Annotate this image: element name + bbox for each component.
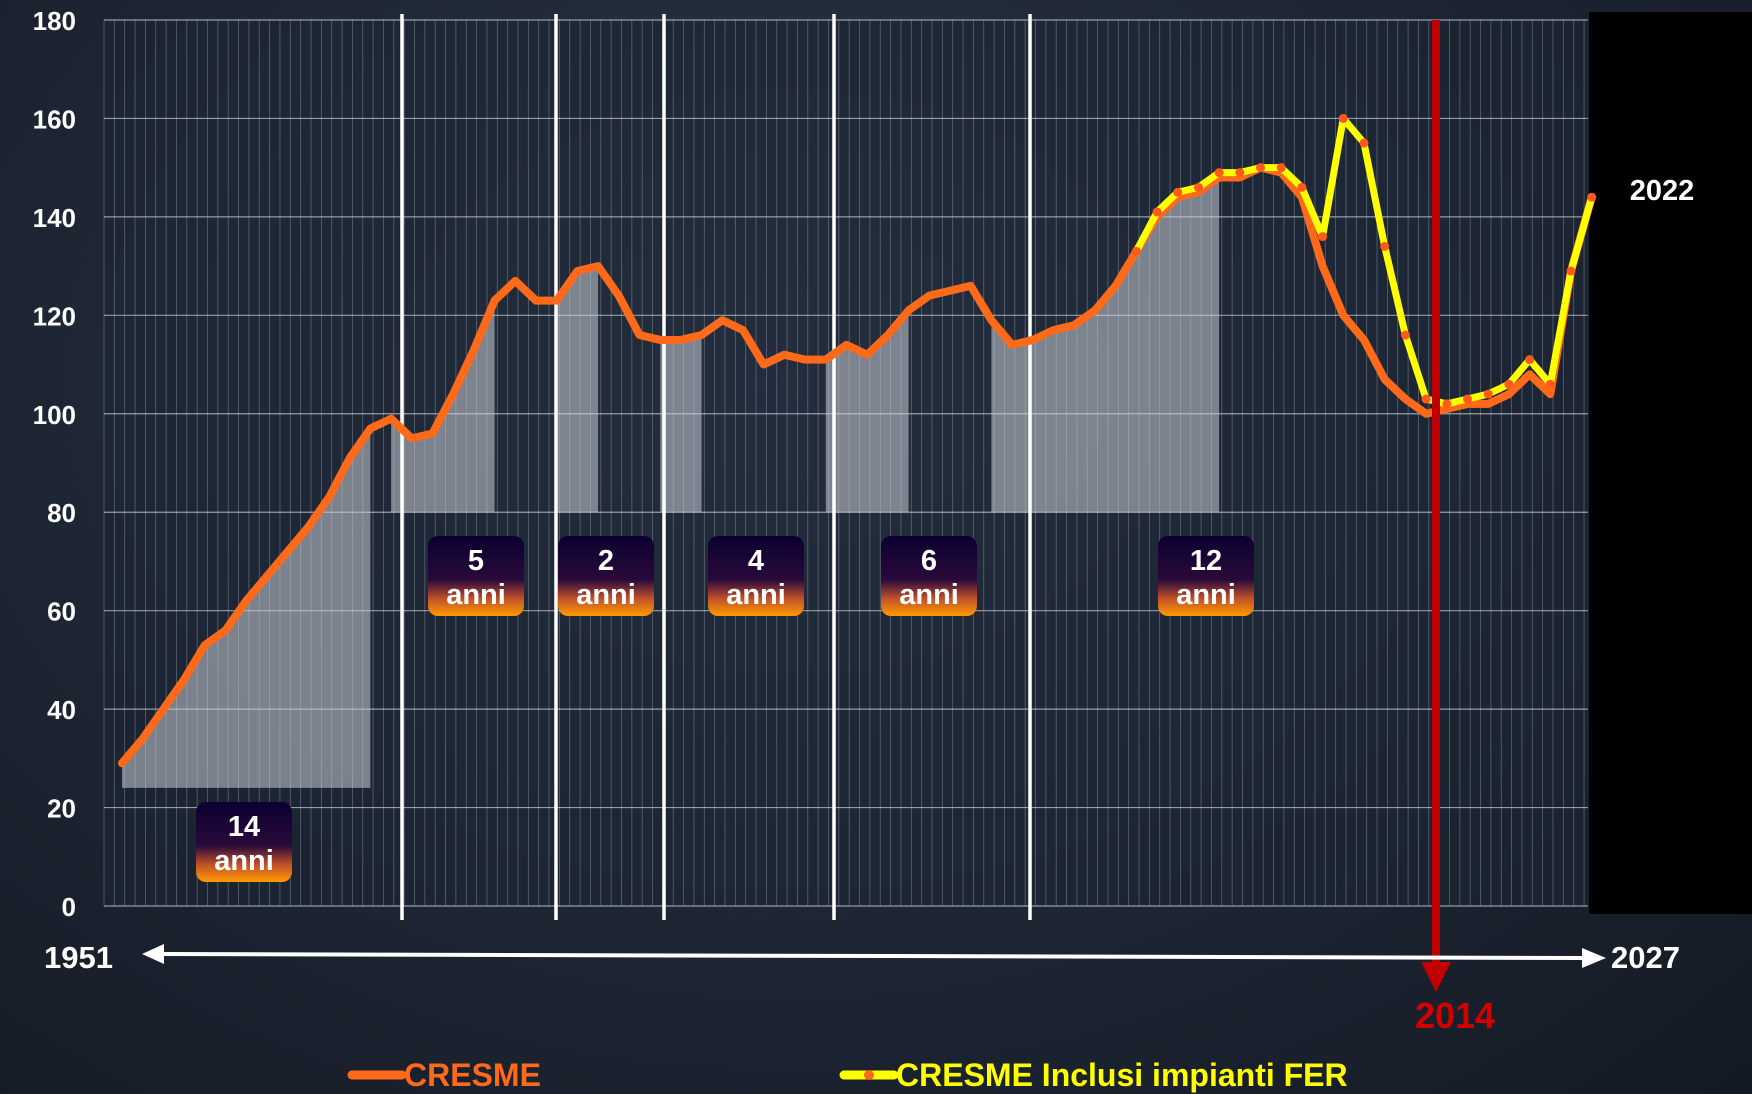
right-panel [1589,12,1752,914]
period-area [660,335,702,513]
legend-item-cresme: CRESME [347,1057,541,1093]
series-point-fer [1525,355,1535,365]
period-badge-unit: anni [214,845,274,877]
period-badge-number: 12 [1190,545,1222,577]
series-point-fer [1566,266,1576,276]
label-2022: 2022 [1630,175,1695,207]
marker-2014: 2014 [1415,20,1495,1036]
y-axis-ticks: 0 20 40 60 80 100 120 140 160 180 [33,6,76,922]
period-badge-box [881,536,977,616]
time-axis-arrow: 1951 2027 [44,940,1680,975]
series-point-fer [1545,379,1555,389]
period-badge-box [708,536,804,616]
series-point-fer [1256,163,1265,173]
period-area [122,428,371,788]
y-tick-label: 0 [62,892,76,922]
period-badge-box [196,802,292,882]
period-badge-unit: anni [576,579,636,611]
series-point-fer [1173,187,1183,197]
y-tick-label: 160 [33,104,76,134]
series-point-fer [1463,394,1472,404]
period-badge-number: 14 [228,811,260,843]
period-badge-box [428,536,524,616]
series-point-fer [1587,192,1597,202]
period-badge-unit: anni [899,579,959,611]
legend-label-fer: CRESME Inclusi impianti FER [896,1057,1348,1093]
series-point-fer [1131,246,1141,256]
y-tick-label: 120 [33,301,76,331]
period-badge-unit: anni [446,579,506,611]
period-dividers [400,14,1032,920]
y-tick-label: 20 [47,794,76,824]
period-badge-box [558,536,654,616]
y-tick-label: 80 [47,498,76,528]
series-point-fer [1338,113,1348,123]
period-areas [122,177,1220,788]
series-line-cresme [118,163,1596,768]
period-badge-unit: anni [1176,579,1236,611]
period-badge-number: 4 [748,545,764,577]
legend: CRESME CRESME Inclusi impianti FER [347,1057,1348,1093]
x-start-label: 1951 [44,940,113,975]
series-point-fer [1442,399,1452,409]
series-point-fer [1276,163,1286,173]
y-tick-label: 60 [47,597,76,627]
marker-2014-label: 2014 [1415,995,1495,1036]
period-badge-number: 6 [921,545,937,577]
series-lines [118,113,1597,768]
legend-item-fer: CRESME Inclusi impianti FER [839,1057,1348,1093]
series-point-fer [1297,182,1307,192]
series-point-fer [1214,168,1224,178]
period-badge-number: 2 [598,545,614,577]
series-point-fer [1483,389,1493,399]
series-point-fer [1152,207,1162,217]
y-tick-label: 40 [47,695,76,725]
series-point-fer [1380,241,1390,251]
period-badge-number: 5 [468,545,484,577]
period-area [991,177,1220,513]
y-tick-label: 140 [33,203,76,233]
y-tick-label: 180 [33,6,76,36]
period-area [391,300,495,513]
series-point-fer [1193,182,1203,192]
series-point-fer [1359,138,1369,148]
x-end-label: 2027 [1611,940,1680,975]
period-badge-box [1158,536,1254,616]
period-badge-unit: anni [726,579,786,611]
series-point-fer [1421,394,1431,404]
series-point-fer [1504,379,1514,389]
period-area [825,310,909,513]
legend-label-cresme: CRESME [404,1057,541,1093]
series-point-fer [1400,330,1410,340]
series-point-fer [1235,168,1245,178]
period-area [556,266,599,513]
y-tick-label: 100 [33,400,76,430]
series-point-fer [1318,232,1328,242]
